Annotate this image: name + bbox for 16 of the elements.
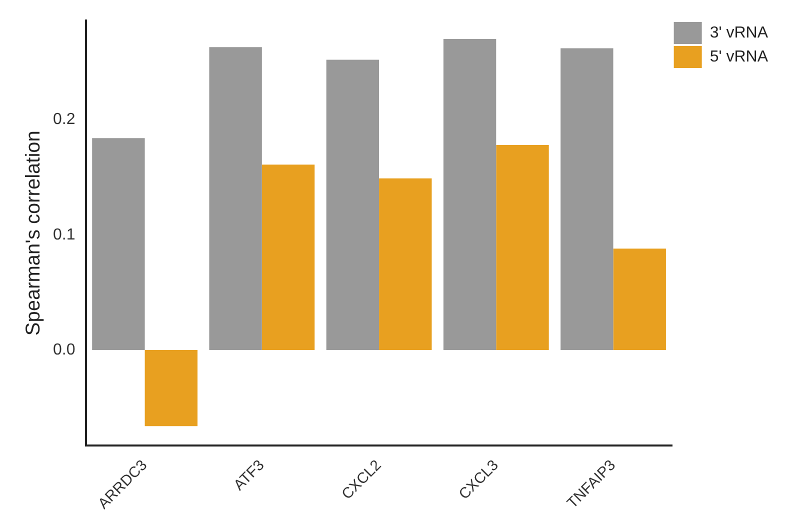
bar (560, 48, 614, 350)
bar (379, 178, 432, 350)
bar (209, 47, 262, 350)
bar (262, 164, 315, 350)
y-tick-label: 0.0 (52, 341, 76, 358)
bar (144, 350, 198, 426)
y-tick-label: 0.1 (52, 226, 76, 244)
bar (326, 60, 380, 350)
legend-label: 5' vRNA (710, 48, 768, 66)
legend-label: 3' vRNA (710, 24, 768, 42)
y-tick-label: 0.2 (52, 111, 76, 128)
y-axis-title: Spearman's correlation (22, 130, 45, 336)
bar (613, 248, 666, 350)
bar (443, 39, 496, 350)
bar (92, 138, 145, 350)
bar (496, 145, 549, 350)
